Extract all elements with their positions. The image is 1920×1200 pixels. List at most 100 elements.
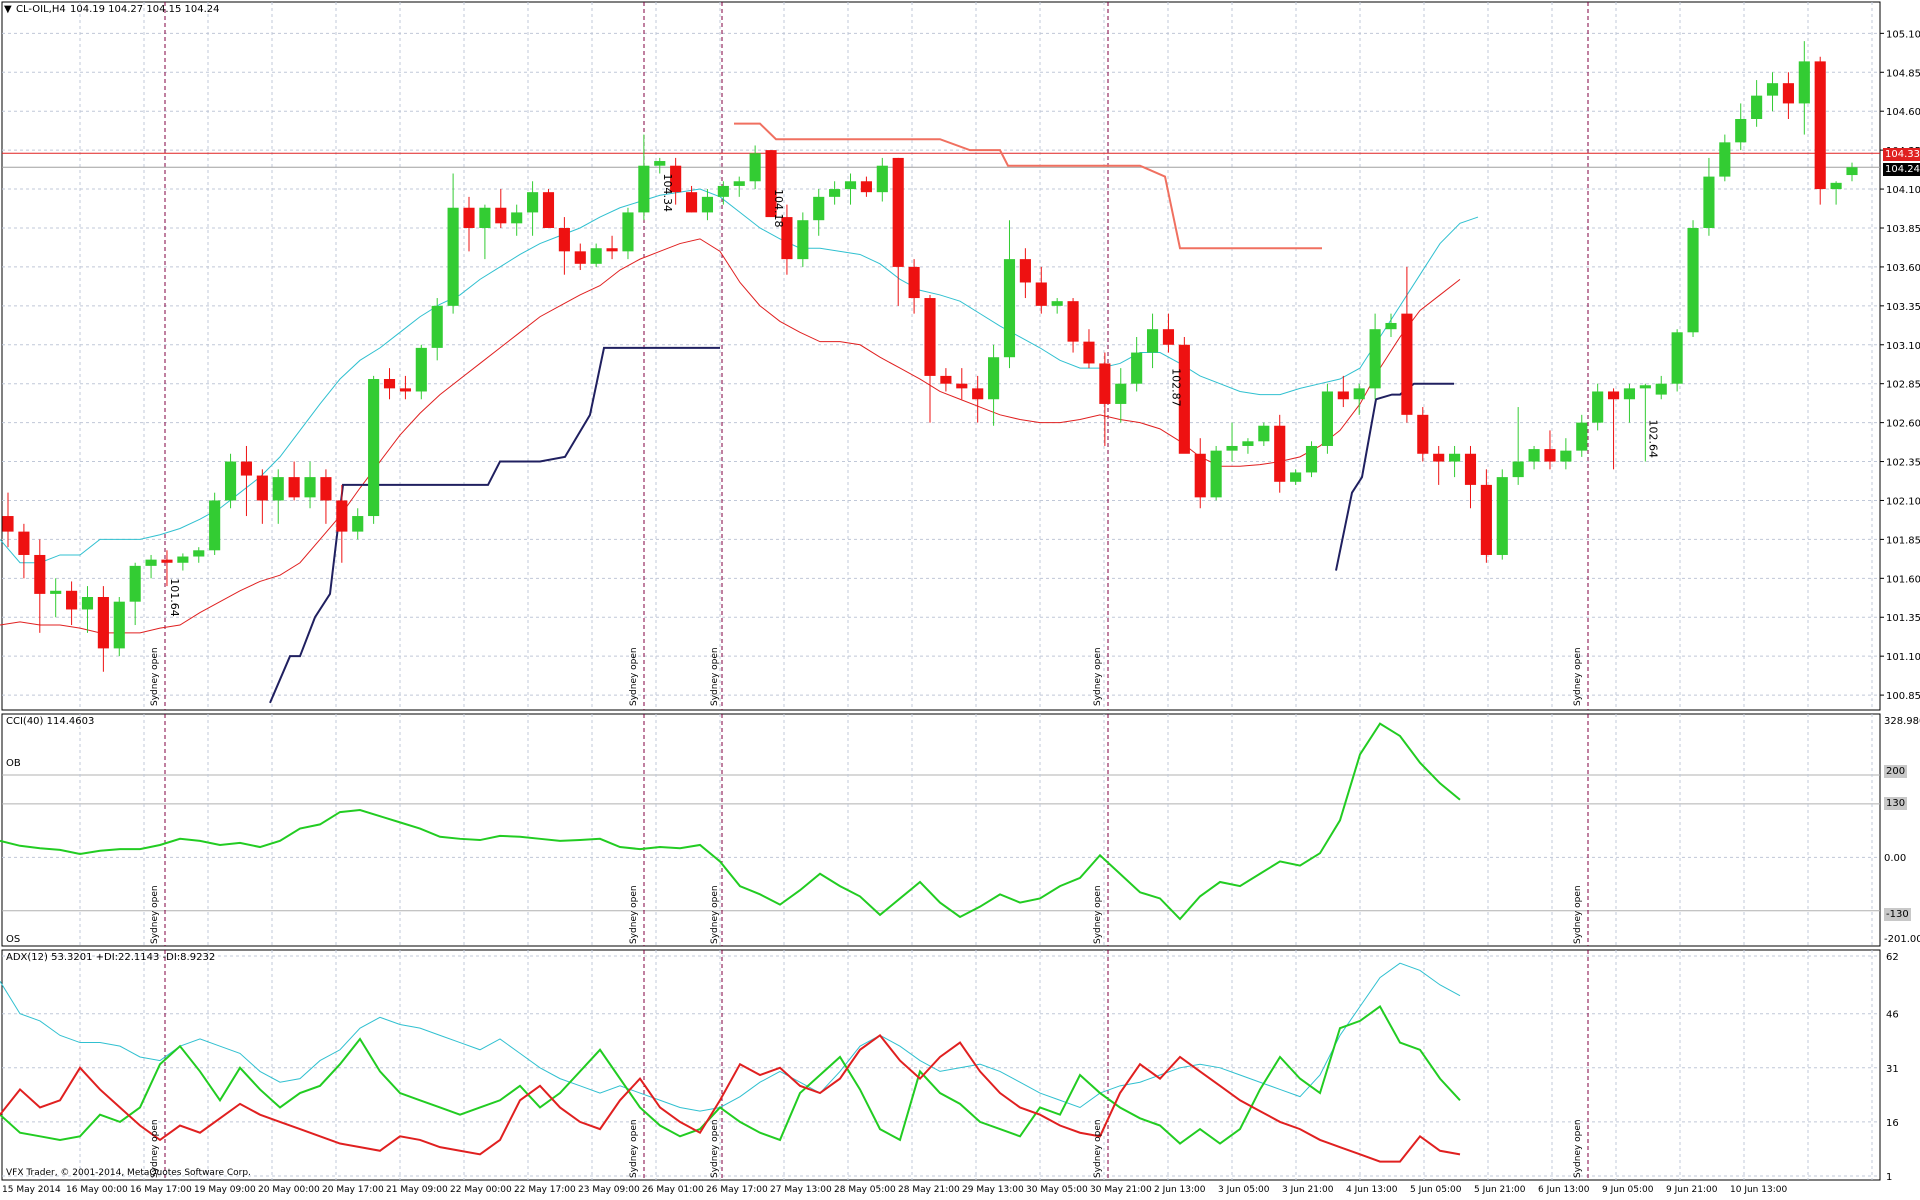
adx-indicator-panel[interactable]: 62 46 31 16 1 Sydney open Sydney open Sydney op… — [0, 948, 1920, 1182]
time-axis-label: 16 May 17:00 — [130, 1185, 192, 1195]
time-axis-label: 27 May 13:00 — [770, 1185, 832, 1195]
adx-title: ADX(12) 53.3201 +DI:22.1143 -DI:8.9232 — [6, 952, 216, 963]
candle-body — [1099, 363, 1111, 404]
price-tick-label: 103.35 — [1886, 302, 1920, 313]
price-tick-label: 104.85 — [1886, 68, 1920, 79]
candle — [1067, 298, 1079, 353]
candle-body — [765, 150, 777, 218]
candle — [527, 181, 539, 236]
candle — [1146, 313, 1159, 369]
candle — [1576, 414, 1588, 457]
candle-body — [240, 461, 253, 476]
candle — [463, 196, 475, 252]
candle — [670, 157, 682, 205]
candle — [383, 368, 396, 400]
cci-chart-canvas[interactable]: Sydney open Sydney open Sydney open Sydney … — [0, 712, 1920, 948]
candle — [1131, 336, 1143, 392]
candle — [1274, 414, 1286, 493]
price-tick-label: 103.85 — [1886, 224, 1920, 235]
chart-menu-icon[interactable]: ▼ — [4, 4, 12, 15]
candle-body — [129, 565, 141, 602]
price-tick-label: 104.60 — [1886, 107, 1920, 118]
candle-body — [972, 388, 984, 400]
candle-body — [606, 248, 618, 252]
adx-chart-canvas[interactable]: 62 46 31 16 1 Sydney open Sydney open Sydney op… — [0, 948, 1920, 1182]
candle-body — [431, 305, 443, 348]
candle — [1401, 266, 1413, 423]
candle-body — [829, 189, 841, 197]
candle-body — [1830, 182, 1842, 190]
candle-body — [1464, 453, 1477, 485]
candle-body — [1385, 322, 1397, 330]
candle — [1083, 329, 1095, 369]
candle — [1607, 388, 1620, 470]
candle-body — [1766, 83, 1779, 96]
candle-body — [145, 559, 157, 566]
candle — [368, 375, 380, 524]
candle — [1496, 469, 1508, 560]
candle-body — [1814, 61, 1826, 190]
candle — [1305, 441, 1318, 478]
session-open-label: Sydney open — [710, 885, 720, 944]
candle — [1798, 41, 1810, 135]
candle-body — [463, 207, 475, 228]
candle — [1099, 352, 1111, 446]
time-axis-label: 20 May 00:00 — [258, 1185, 320, 1195]
candle — [1623, 383, 1636, 423]
resistance-step-line — [734, 122, 1322, 250]
time-axis-label: 5 Jun 21:00 — [1474, 1185, 1526, 1195]
price-chart-panel[interactable]: 105.10104.85104.60104.35104.10103.85103.… — [0, 0, 1920, 712]
candle-body — [336, 500, 348, 532]
candle — [940, 368, 952, 392]
candle-body — [1703, 176, 1715, 228]
candle — [829, 181, 841, 205]
cci-os-label: OS — [6, 934, 21, 945]
session-open-label: Sydney open — [1573, 885, 1583, 944]
price-tick-label: 102.60 — [1886, 419, 1920, 430]
candle-body — [940, 375, 952, 384]
candle-body — [558, 227, 570, 252]
time-axis-label: 28 May 21:00 — [898, 1185, 960, 1195]
candle — [113, 597, 125, 657]
candle-body — [781, 217, 793, 260]
candle-body — [495, 207, 507, 224]
candle — [1766, 72, 1779, 112]
candle-body — [1035, 282, 1047, 306]
session-open-label: Sydney open — [150, 647, 160, 706]
candle — [1258, 422, 1270, 446]
cci-200-tag: 200 — [1884, 765, 1908, 778]
candle — [1337, 375, 1349, 408]
candle-body — [908, 266, 920, 299]
session-open-label: Sydney open — [1093, 647, 1103, 706]
cci-indicator-panel[interactable]: Sydney open Sydney open Sydney open Sydney … — [0, 712, 1920, 948]
price-annotation: 101.64 — [168, 578, 181, 617]
candle-body — [1623, 388, 1636, 400]
candle-body — [415, 347, 427, 392]
candle — [1592, 383, 1604, 431]
candle — [685, 185, 698, 213]
candle-body — [685, 192, 698, 213]
symbol-label: CL-OIL,H4 — [16, 4, 66, 15]
slow-ma-line — [0, 238, 1461, 634]
candle-body — [209, 500, 221, 551]
candle-body — [320, 477, 332, 501]
adx-panel-frame — [1, 949, 1881, 1181]
price-tick-label: 101.85 — [1886, 535, 1920, 546]
support-step-line — [269, 346, 720, 704]
candle-body — [511, 212, 523, 224]
cci-panel-frame — [1, 713, 1881, 947]
candle — [590, 243, 602, 267]
candle-body — [1480, 484, 1492, 555]
price-chart-canvas[interactable]: 105.10104.85104.60104.35104.10103.85103.… — [0, 0, 1920, 712]
candle-body — [590, 248, 602, 264]
candle-body — [1846, 167, 1858, 176]
candle-body — [1528, 449, 1540, 462]
candle-body — [1146, 329, 1159, 353]
session-open-label: Sydney open — [150, 1119, 160, 1178]
candle-body — [1178, 344, 1190, 454]
candle — [1544, 430, 1556, 470]
candle-body — [224, 461, 237, 501]
candle — [844, 173, 857, 205]
ohlc-label: 104.19 104.27 104.15 104.24 — [70, 4, 220, 15]
candle — [193, 547, 205, 563]
